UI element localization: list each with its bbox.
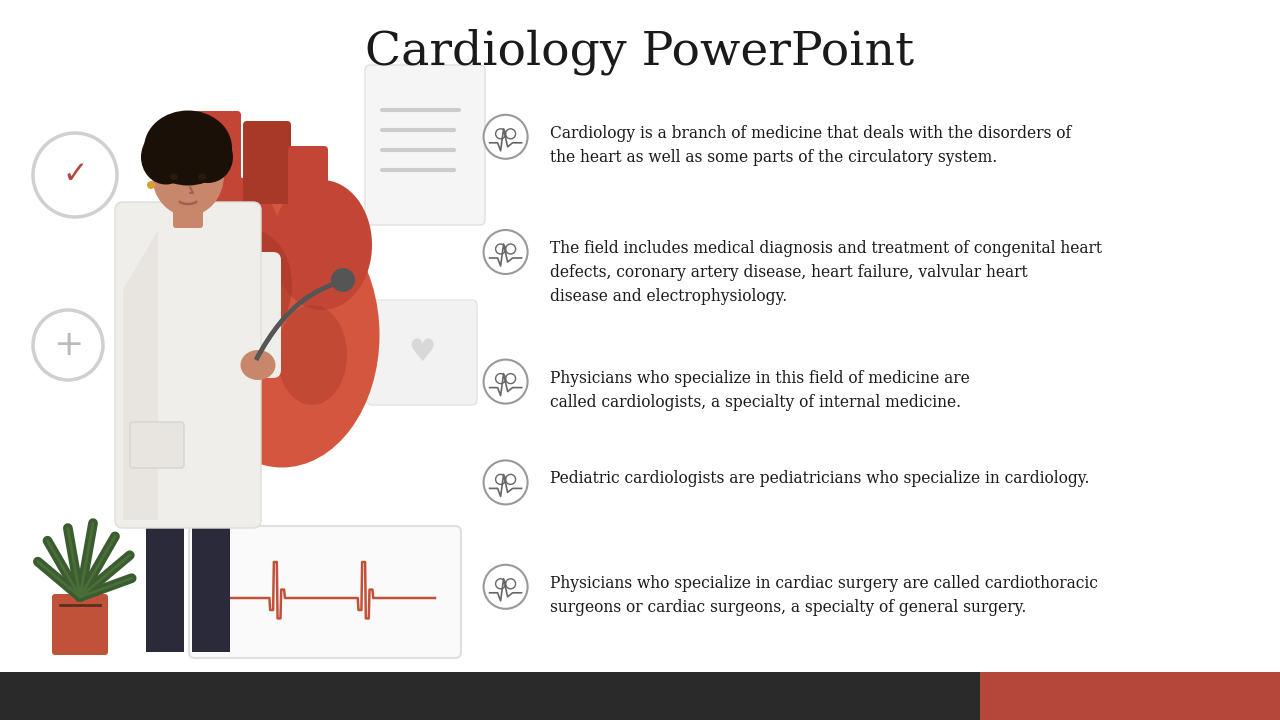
- FancyBboxPatch shape: [288, 146, 328, 209]
- Text: The field includes medical diagnosis and treatment of congenital heart
defects, : The field includes medical diagnosis and…: [550, 240, 1102, 305]
- Ellipse shape: [184, 202, 379, 467]
- Ellipse shape: [273, 180, 372, 310]
- FancyBboxPatch shape: [188, 111, 241, 199]
- Text: Cardiology is a branch of medicine that deals with the disorders of
the heart as: Cardiology is a branch of medicine that …: [550, 125, 1071, 166]
- FancyBboxPatch shape: [189, 526, 461, 658]
- Ellipse shape: [241, 350, 275, 380]
- Circle shape: [484, 564, 527, 609]
- Ellipse shape: [276, 305, 347, 405]
- Ellipse shape: [198, 174, 206, 180]
- Ellipse shape: [212, 230, 292, 340]
- FancyBboxPatch shape: [236, 252, 282, 378]
- Ellipse shape: [141, 130, 191, 184]
- Text: Pediatric cardiologists are pediatricians who specialize in cardiology.: Pediatric cardiologists are pediatrician…: [550, 470, 1089, 487]
- FancyBboxPatch shape: [131, 422, 184, 468]
- FancyBboxPatch shape: [367, 300, 477, 405]
- Bar: [980, 672, 1280, 720]
- Text: Physicians who specialize in this field of medicine are
called cardiologists, a : Physicians who specialize in this field …: [550, 369, 970, 410]
- FancyBboxPatch shape: [243, 121, 291, 204]
- Circle shape: [147, 181, 155, 189]
- Circle shape: [332, 268, 355, 292]
- Ellipse shape: [152, 134, 224, 216]
- FancyBboxPatch shape: [52, 594, 108, 655]
- Circle shape: [484, 114, 527, 159]
- Ellipse shape: [172, 175, 282, 315]
- Text: +: +: [52, 328, 83, 362]
- Circle shape: [33, 133, 116, 217]
- Ellipse shape: [151, 120, 225, 160]
- Ellipse shape: [183, 131, 233, 183]
- Bar: [192, 492, 230, 652]
- Circle shape: [33, 310, 102, 380]
- FancyBboxPatch shape: [365, 65, 485, 225]
- PathPatch shape: [123, 230, 157, 520]
- Circle shape: [484, 359, 527, 404]
- Circle shape: [484, 460, 527, 505]
- Ellipse shape: [170, 174, 178, 180]
- Text: ✓: ✓: [63, 161, 88, 189]
- Text: ♥: ♥: [408, 338, 435, 367]
- Bar: [0, 672, 980, 720]
- Text: Physicians who specialize in cardiac surgery are called cardiothoracic
surgeons : Physicians who specialize in cardiac sur…: [550, 575, 1098, 616]
- Ellipse shape: [143, 110, 232, 186]
- Text: Cardiology PowerPoint: Cardiology PowerPoint: [365, 29, 915, 76]
- Circle shape: [484, 230, 527, 274]
- FancyBboxPatch shape: [173, 187, 204, 228]
- Bar: [146, 477, 184, 652]
- FancyBboxPatch shape: [115, 202, 261, 528]
